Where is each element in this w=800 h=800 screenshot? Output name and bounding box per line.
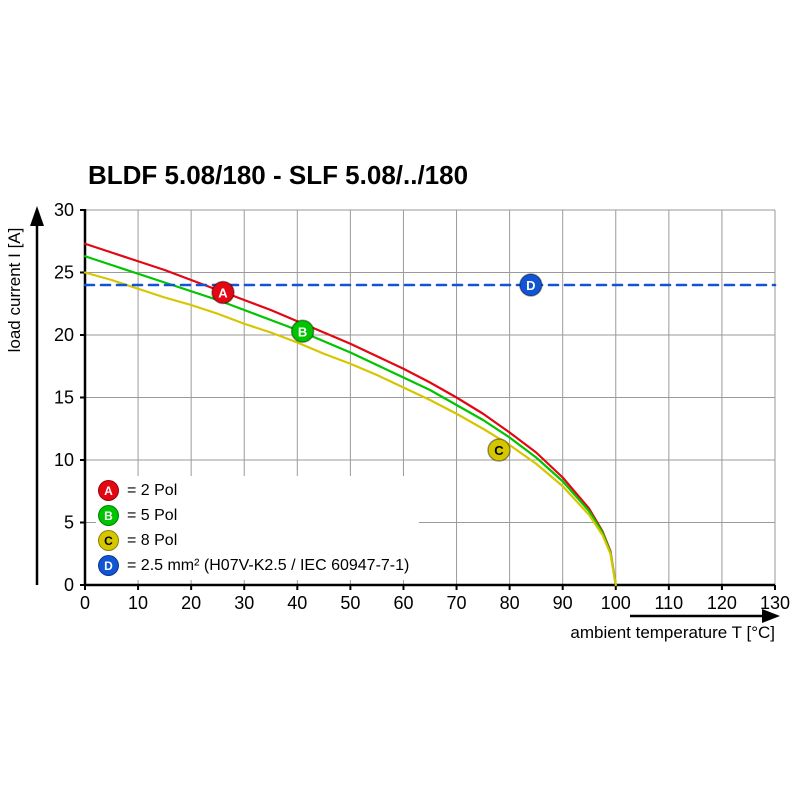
x-tick-label: 0 [80,593,90,613]
marker-a [211,280,235,305]
x-tick-label: 90 [553,593,573,613]
x-tick-label: 80 [500,593,520,613]
x-tick-label: 110 [654,593,683,613]
legend-label-c: = 8 Pol [127,531,178,549]
marker-b [290,319,315,343]
marker-letter-d: D [526,278,535,293]
x-tick-label: 20 [181,593,201,613]
y-tick-label: 5 [64,513,74,533]
legend-label-a: = 2 Pol [127,481,178,499]
marker-c [487,438,511,462]
x-tick-label: 70 [447,593,467,613]
y-tick-label: 0 [64,575,74,595]
legend-marker-c-icon: C [98,530,119,551]
legend-item-c: C = 8 Pol [98,528,409,553]
marker-d [519,273,543,297]
curve-c [83,271,617,587]
x-tick-label: 40 [287,593,307,613]
chart-legend: A = 2 Pol B = 5 Pol C = 8 Pol D = 2.5 mm… [96,476,420,580]
curve-b [83,255,617,587]
marker-letter-b: B [298,324,307,339]
x-axis-label: ambient temperature T [°C] [570,623,775,642]
x-tick-label: 120 [707,593,737,613]
legend-label-d: = 2.5 mm² (H07V-K2.5 / IEC 60947-7-1) [127,556,410,574]
x-tick-label: 30 [234,593,254,613]
y-tick-label: 20 [54,325,74,345]
legend-marker-d-icon: D [98,555,119,576]
x-tick-label: 50 [340,593,360,613]
x-tick-label: 130 [760,593,790,613]
marker-letter-c: C [494,443,504,458]
y-tick-label: 10 [54,450,74,470]
marker-letter-a: A [218,286,228,301]
x-tick-label: 60 [393,593,413,613]
x-tick-label: 10 [128,593,148,613]
x-tick-label: 100 [601,593,631,613]
y-axis-label: load current I [A] [5,227,24,353]
y-tick-label: 25 [54,263,74,283]
legend-item-d: D = 2.5 mm² (H07V-K2.5 / IEC 60947-7-1) [98,553,409,578]
legend-marker-a-icon: A [98,480,119,501]
x-axis-arrowhead-icon [762,609,780,623]
chart-title: BLDF 5.08/180 - SLF 5.08/../180 [88,160,469,190]
legend-item-b: B = 5 Pol [98,503,409,528]
legend-item-a: A = 2 Pol [98,478,409,503]
y-axis-arrowhead-icon [30,206,44,226]
legend-label-b: = 5 Pol [127,506,178,524]
legend-marker-b-icon: B [98,505,119,526]
y-tick-label: 15 [54,388,74,408]
y-tick-label: 30 [54,200,74,220]
curve-a [83,242,617,587]
